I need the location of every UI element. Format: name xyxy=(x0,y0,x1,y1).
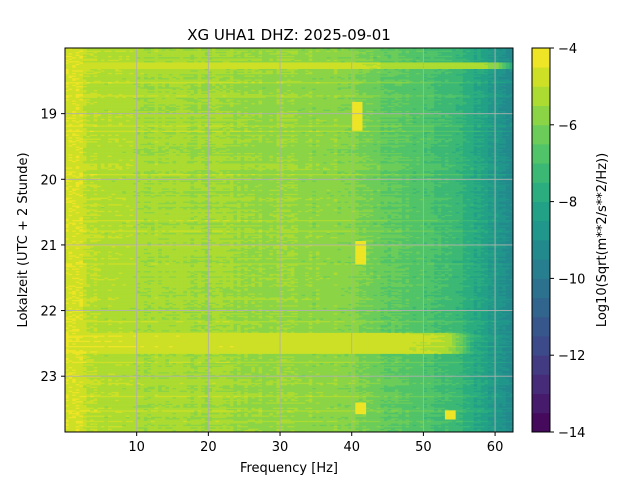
colorbar-level xyxy=(532,163,550,183)
colorbar-level xyxy=(532,67,550,87)
x-tick-label: 30 xyxy=(272,440,289,455)
colorbar-level xyxy=(532,413,550,433)
colorbar-level xyxy=(532,336,550,356)
colorbar-tick-label: −6 xyxy=(558,119,577,134)
colorbar-level xyxy=(532,278,550,298)
colorbar-tick-label: −12 xyxy=(558,349,585,364)
x-tick-label: 60 xyxy=(487,440,504,455)
colorbar-level xyxy=(532,298,550,318)
colorbar: −4 −6 −8 −10 −12 −14 xyxy=(532,42,585,441)
x-tick-label: 10 xyxy=(128,440,145,455)
spectrogram-heatmap xyxy=(65,48,513,433)
x-axis: 10 20 30 40 50 60 xyxy=(128,432,503,455)
colorbar-level xyxy=(532,106,550,126)
colorbar-tick-label: −4 xyxy=(558,42,577,57)
x-tick-label: 40 xyxy=(343,440,360,455)
y-tick-label: 22 xyxy=(40,305,57,320)
y-axis-label: Lokalzeit (UTC + 2 Stunde) xyxy=(16,152,31,327)
colorbar-level xyxy=(532,259,550,279)
colorbar-tick-label: −14 xyxy=(558,426,585,441)
colorbar-level xyxy=(532,202,550,222)
colorbar-level xyxy=(532,317,550,337)
colorbar-level xyxy=(532,144,550,164)
colorbar-tick-label: −10 xyxy=(558,272,585,287)
colorbar-level xyxy=(532,86,550,106)
colorbar-level xyxy=(532,355,550,375)
colorbar-level xyxy=(532,240,550,260)
chart-title: XG UHA1 DHZ: 2025-09-01 xyxy=(187,26,391,44)
y-tick-label: 20 xyxy=(40,173,57,188)
x-axis-label: Frequency [Hz] xyxy=(240,461,338,476)
colorbar-level xyxy=(532,48,550,68)
x-tick-label: 50 xyxy=(415,440,432,455)
colorbar-level xyxy=(532,125,550,145)
colorbar-level xyxy=(532,221,550,241)
y-tick-label: 23 xyxy=(40,370,57,385)
colorbar-label: Log10(Sqrt(m**2/s**2/Hz)) xyxy=(595,153,610,327)
y-tick-label: 21 xyxy=(40,239,57,254)
y-tick-label: 19 xyxy=(40,108,57,123)
x-tick-label: 20 xyxy=(200,440,217,455)
colorbar-level xyxy=(532,374,550,394)
colorbar-level xyxy=(532,182,550,202)
y-axis: 19 20 21 22 23 xyxy=(40,108,65,386)
colorbar-level xyxy=(532,394,550,414)
colorbar-tick-label: −8 xyxy=(558,196,577,211)
